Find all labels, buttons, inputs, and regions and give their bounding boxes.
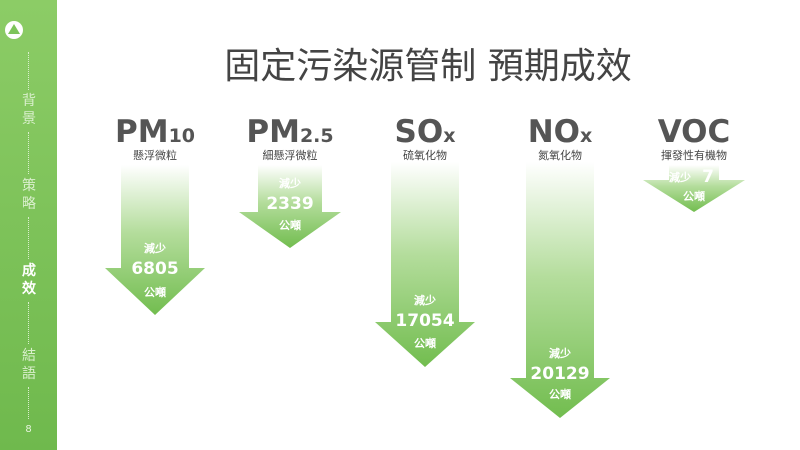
page-number: 8	[25, 424, 32, 435]
unit: 公噸	[279, 218, 301, 232]
reduce-label: 減少	[414, 293, 436, 307]
divider	[28, 302, 29, 344]
item-desc: 揮發性有機物	[661, 148, 727, 162]
divider	[28, 387, 29, 419]
reduce-label: 減少	[144, 241, 166, 255]
reduce-value: 17054	[395, 311, 454, 331]
arrow	[510, 162, 610, 418]
item-name-base: SO	[395, 114, 444, 150]
item-name-base: PM	[246, 114, 300, 150]
item-desc: 細懸浮微粒	[263, 148, 318, 162]
item-name: PM2.5	[246, 114, 333, 150]
divider	[28, 217, 29, 259]
logo	[5, 21, 23, 39]
item-name-base: VOC	[658, 114, 731, 150]
item-name-base: NO	[528, 114, 580, 150]
slide-title: 固定污染源管制 預期成效	[224, 46, 631, 87]
unit: 公噸	[549, 387, 571, 401]
item-name: SOx	[395, 114, 456, 150]
reduce-value: 6805	[131, 259, 178, 279]
reduce-label: 減少	[279, 176, 301, 190]
unit: 公噸	[144, 285, 166, 299]
arrow	[105, 165, 205, 315]
unit: 公噸	[414, 336, 436, 350]
item-name: VOC	[658, 114, 731, 150]
item-name-sub: 10	[169, 125, 195, 147]
item-name-base: PM	[115, 114, 169, 150]
arrow	[643, 165, 745, 212]
arrow	[375, 162, 475, 367]
item-desc: 硫氧化物	[403, 148, 447, 162]
item-desc: 氮氧化物	[538, 148, 582, 162]
nav-item[interactable]: 策略	[22, 178, 36, 212]
item-name-sub: x	[580, 125, 592, 147]
item-name-sub: 2.5	[300, 125, 334, 147]
item-name-sub: x	[443, 125, 455, 147]
reduce-value: 20129	[530, 364, 589, 384]
reduce-label: 減少	[549, 346, 571, 360]
nav-item[interactable]: 成效	[22, 263, 36, 297]
reduce-value: 7	[702, 167, 714, 187]
item-desc: 懸浮微粒	[133, 148, 177, 162]
nav-item[interactable]: 背景	[22, 93, 36, 127]
unit: 公噸	[683, 189, 705, 203]
item-name: PM10	[115, 114, 195, 150]
item-name: NOx	[528, 114, 593, 150]
divider	[28, 52, 29, 90]
sidebar: 背景 策略 成效 結語 8	[0, 0, 57, 450]
arrow	[239, 165, 341, 248]
reduce-label: 減少	[669, 170, 691, 184]
reduce-value: 2339	[266, 194, 313, 214]
divider	[28, 132, 29, 174]
nav-item[interactable]: 結語	[22, 348, 36, 382]
